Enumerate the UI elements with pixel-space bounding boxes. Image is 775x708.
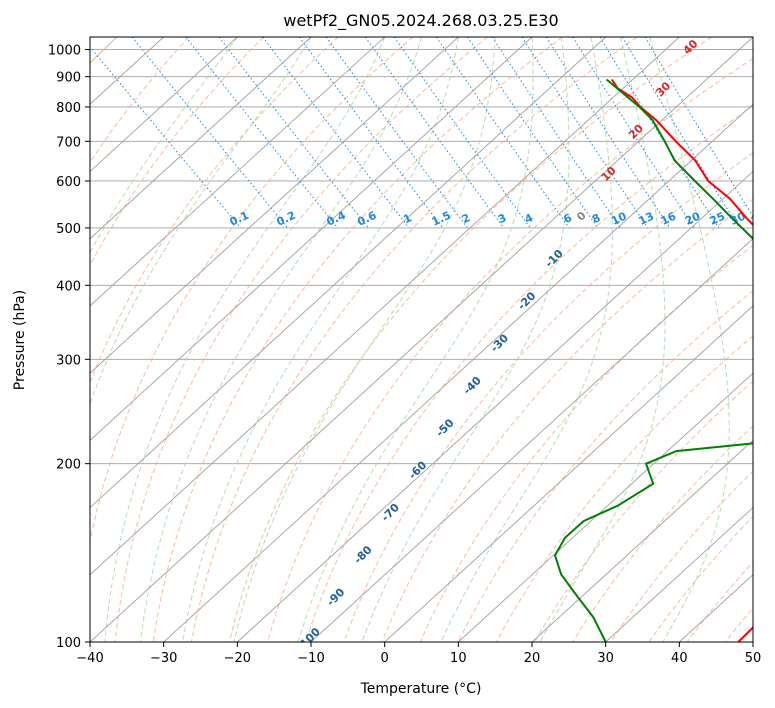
x-tick-label: 40 bbox=[671, 651, 688, 666]
dry-adiabat bbox=[229, 37, 712, 642]
mixing-ratio-label: 10 bbox=[609, 209, 629, 227]
isotherm-line bbox=[384, 305, 753, 642]
isotherm-line bbox=[237, 170, 753, 642]
mixing-ratio-line bbox=[467, 37, 599, 229]
isotherm-line bbox=[90, 37, 238, 173]
moist-adiabat bbox=[90, 37, 312, 406]
y-tick-label: 300 bbox=[56, 353, 81, 368]
x-tick-label: 50 bbox=[745, 651, 762, 666]
mixing-ratio-line bbox=[393, 37, 531, 229]
chart-title: wetPf2_GN05.2024.268.03.25.E30 bbox=[283, 11, 558, 31]
dry-adiabat bbox=[343, 152, 753, 642]
moist-adiabat bbox=[140, 37, 422, 642]
mixing-ratio-line bbox=[435, 37, 570, 229]
temperature-profile-line bbox=[610, 78, 753, 642]
isotherm-line bbox=[90, 37, 385, 307]
x-tick-label: 10 bbox=[450, 651, 467, 666]
mixing-ratio-line bbox=[185, 37, 338, 229]
moist-adiabats bbox=[90, 37, 730, 642]
isotherm-line bbox=[90, 37, 753, 642]
mixing-ratio-line bbox=[262, 37, 410, 229]
isotherms bbox=[90, 37, 753, 642]
mixing-ratio-label: 13 bbox=[637, 210, 656, 228]
x-tick-label: 0 bbox=[381, 651, 389, 666]
mixing-ratio-label: 20 bbox=[683, 209, 703, 227]
y-tick-label: 200 bbox=[56, 458, 81, 473]
y-tick-label: 100 bbox=[56, 636, 81, 651]
x-tick-label: 20 bbox=[524, 651, 541, 666]
y-tick-label: 800 bbox=[56, 101, 81, 116]
isotherm-line bbox=[605, 506, 753, 642]
x-tick-label: 30 bbox=[597, 651, 614, 666]
dry-adiabat bbox=[534, 380, 753, 642]
mixing-ratio-line bbox=[364, 37, 505, 229]
dry-adiabat bbox=[90, 37, 190, 164]
dry-adiabat bbox=[495, 335, 753, 642]
mixing-ratio-line bbox=[521, 37, 649, 229]
x-tick-label: −30 bbox=[150, 651, 177, 666]
y-axis-label: Pressure (hPa) bbox=[12, 290, 28, 390]
x-tick-label: −10 bbox=[297, 651, 324, 666]
mixing-ratio-lines bbox=[90, 37, 753, 229]
isotherm-line bbox=[90, 37, 312, 240]
mixing-ratio-label: 36 bbox=[749, 209, 769, 227]
y-tick-label: 1000 bbox=[48, 44, 81, 59]
dry-adiabat bbox=[381, 198, 753, 642]
x-axis-label: Temperature (°C) bbox=[360, 681, 482, 697]
dewpoint-profile-line bbox=[553, 78, 753, 642]
x-tick-label: −20 bbox=[224, 651, 251, 666]
moist-adiabat bbox=[182, 37, 459, 642]
dry-adiabat bbox=[648, 515, 753, 642]
dry-adiabat bbox=[90, 37, 339, 384]
profiles bbox=[553, 78, 753, 642]
mixing-ratio-label: 16 bbox=[659, 209, 679, 227]
isotherm-line bbox=[90, 37, 606, 509]
dry-adiabat bbox=[190, 37, 638, 642]
y-tick-label: 600 bbox=[56, 175, 81, 190]
moist-adiabat bbox=[440, 37, 613, 642]
x-tick-label: −40 bbox=[76, 651, 103, 666]
mixing-ratio-line bbox=[90, 46, 242, 229]
moist-adiabat bbox=[233, 37, 496, 642]
moist-adiabat bbox=[104, 37, 386, 642]
dry-adiabat bbox=[90, 37, 414, 544]
y-tick-label: 900 bbox=[56, 71, 81, 86]
isotherm-line bbox=[458, 372, 753, 642]
dry-adiabat bbox=[267, 57, 753, 642]
y-tick-label: 700 bbox=[56, 135, 81, 150]
mixing-ratio-line bbox=[325, 37, 468, 229]
mixing-ratio-line bbox=[131, 37, 288, 229]
plot-frame bbox=[89, 36, 754, 643]
y-tick-label: 500 bbox=[56, 222, 81, 237]
moist-adiabat bbox=[297, 37, 534, 642]
isotherm-line bbox=[90, 37, 459, 374]
moist-adiabat bbox=[361, 37, 570, 642]
mixing-ratio-label: 25 bbox=[708, 210, 727, 228]
dry-adiabat bbox=[305, 105, 753, 642]
dry-adiabat bbox=[457, 290, 753, 642]
moist-adiabat bbox=[649, 37, 730, 642]
moist-adiabat bbox=[539, 37, 666, 642]
mixing-ratio-line bbox=[572, 37, 695, 229]
mixing-ratio-line bbox=[298, 37, 444, 229]
dry-adiabat bbox=[610, 470, 753, 642]
isotherm-line bbox=[310, 238, 753, 642]
axes: −40 −30 −20 −10 0 10 20 30 40 50 100 200 300 400 500 60… bbox=[48, 44, 761, 666]
mixing-ratio-line bbox=[545, 37, 671, 229]
y-tick-label: 400 bbox=[56, 279, 81, 294]
isotherm-line bbox=[90, 37, 533, 441]
isotherm-line bbox=[163, 103, 753, 642]
isotherm-line bbox=[90, 37, 680, 576]
isotherm-line bbox=[531, 439, 753, 642]
